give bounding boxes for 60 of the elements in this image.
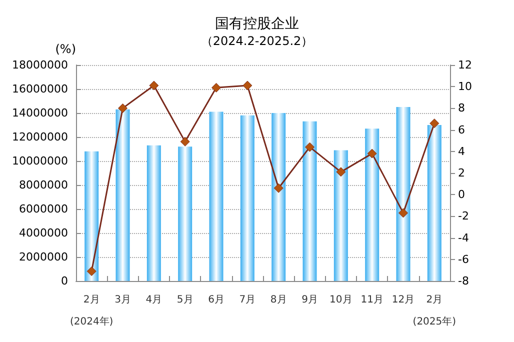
x-tick-label: 6月	[208, 294, 224, 306]
y2-tick-label: -2	[458, 210, 469, 223]
x-tick-label: 8月	[270, 294, 287, 306]
x-tick-label: 3月	[114, 294, 131, 306]
x-tick-label: 9月	[302, 294, 318, 306]
point	[180, 136, 190, 146]
y2-tick-label: 10	[458, 80, 472, 94]
y-tick-label: 14000000	[12, 106, 68, 120]
point	[86, 266, 96, 276]
y-tick-label: 6000000	[19, 202, 68, 216]
x-tick-label: 5月	[176, 294, 194, 306]
point	[398, 208, 408, 218]
point	[430, 118, 440, 128]
point	[118, 103, 128, 113]
point	[212, 82, 221, 92]
chart-subtitle: （2024.2-2025.2）	[200, 34, 314, 48]
y-axis-title: (%)	[55, 42, 76, 56]
y2-tick-label: 8	[458, 102, 465, 115]
x-tick-label: 11月	[360, 294, 384, 306]
bar	[272, 113, 286, 281]
bar	[396, 107, 410, 281]
y-tick-label: 10000000	[12, 154, 68, 168]
bar	[302, 121, 317, 281]
bar	[334, 150, 348, 281]
x-tick-label: 10月	[330, 294, 352, 306]
bar	[178, 146, 192, 281]
y-tick-label: 2000000	[19, 250, 68, 264]
point	[242, 80, 252, 90]
x-tick-label: 7月	[239, 294, 256, 306]
y2-tick-label: 2	[458, 166, 465, 180]
bar	[84, 151, 99, 281]
bar	[146, 145, 161, 281]
y2-tick-label: -6	[458, 252, 469, 266]
point	[336, 167, 346, 177]
y2-tick-label: 6	[458, 123, 465, 136]
bar	[427, 125, 442, 281]
y2-tick-label: 4	[458, 144, 465, 158]
x-tick-label: 4月	[146, 294, 162, 306]
point	[367, 148, 377, 158]
bar	[365, 128, 380, 281]
y-tick-label: 18000000	[12, 58, 68, 72]
x-tick-label: 2月 (2024年)	[70, 294, 114, 328]
y-tick-label: 16000000	[12, 82, 68, 96]
y2-tick-label: 12	[458, 58, 472, 72]
y-tick-label: 8000000	[19, 178, 68, 192]
point	[149, 80, 159, 90]
y2-tick-label: -8	[458, 274, 469, 288]
y2-tick-label: -4	[458, 231, 469, 244]
y2-tick-label: 0	[458, 188, 465, 202]
x-tick-label: 12月	[392, 294, 415, 306]
x-tick-label: 2月 (2025年)	[412, 294, 456, 328]
chart-title: 国有控股企业	[215, 16, 299, 32]
bar	[116, 109, 130, 281]
y-tick-label: 12000000	[12, 130, 68, 144]
point	[305, 142, 314, 152]
y-tick-label: 4000000	[19, 226, 68, 240]
point	[274, 183, 284, 193]
y-tick-label: 0	[61, 274, 68, 288]
bar	[240, 115, 254, 281]
bar	[209, 112, 224, 281]
